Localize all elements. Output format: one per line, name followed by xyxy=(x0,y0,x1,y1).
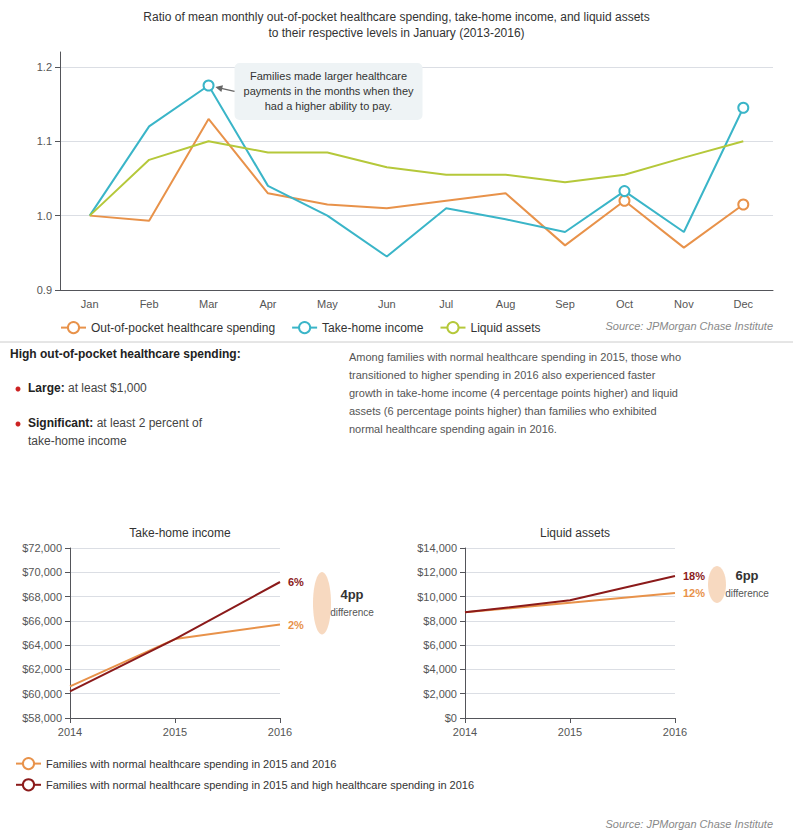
svg-text:Aug: Aug xyxy=(496,298,516,310)
svg-text:$68,000: $68,000 xyxy=(22,591,62,603)
svg-text:at least $1,000: at least $1,000 xyxy=(65,381,147,395)
svg-text:Jan: Jan xyxy=(81,298,99,310)
svg-text:$6,000: $6,000 xyxy=(423,639,457,651)
svg-text:6pp: 6pp xyxy=(735,568,758,583)
svg-text:Take-home income: Take-home income xyxy=(322,321,424,335)
svg-text:2015: 2015 xyxy=(558,726,582,738)
svg-text:0.9: 0.9 xyxy=(37,284,52,296)
svg-text:1.0: 1.0 xyxy=(37,210,52,222)
svg-text:Nov: Nov xyxy=(674,298,694,310)
svg-text:High out-of-pocket healthcare: High out-of-pocket healthcare spending: xyxy=(10,347,241,361)
svg-text:Sep: Sep xyxy=(555,298,575,310)
svg-text:$66,000: $66,000 xyxy=(22,615,62,627)
svg-text:Mar: Mar xyxy=(199,298,218,310)
svg-text:Out-of-pocket healthcare spend: Out-of-pocket healthcare spending xyxy=(91,321,275,335)
svg-text:Jun: Jun xyxy=(378,298,396,310)
svg-text:$0: $0 xyxy=(445,712,457,724)
svg-text:May: May xyxy=(317,298,338,310)
svg-text:Significant:: Significant: xyxy=(28,416,93,430)
svg-text:4pp: 4pp xyxy=(340,587,363,602)
svg-text:$8,000: $8,000 xyxy=(423,615,457,627)
svg-text:$4,000: $4,000 xyxy=(423,663,457,675)
svg-text:Feb: Feb xyxy=(140,298,159,310)
svg-text:difference: difference xyxy=(725,588,769,599)
svg-text:$14,000: $14,000 xyxy=(417,542,457,554)
svg-text:Source: JPMorgan Chase Institu: Source: JPMorgan Chase Institute xyxy=(605,818,773,830)
svg-text:Dec: Dec xyxy=(734,298,754,310)
svg-text:$58,000: $58,000 xyxy=(22,712,62,724)
svg-text:Liquid assets: Liquid assets xyxy=(470,321,540,335)
svg-text:1.1: 1.1 xyxy=(37,135,52,147)
svg-text:2014: 2014 xyxy=(453,726,477,738)
svg-text:1.2: 1.2 xyxy=(37,61,52,73)
svg-text:Families with normal healthcar: Families with normal healthcare spending… xyxy=(46,779,474,791)
svg-text:$64,000: $64,000 xyxy=(22,639,62,651)
svg-text:$10,000: $10,000 xyxy=(417,591,457,603)
svg-text:had a higher ability to pay.: had a higher ability to pay. xyxy=(265,100,393,112)
svg-text:Large:: Large: xyxy=(28,381,65,395)
svg-text:Ratio of mean monthly out-of-p: Ratio of mean monthly out-of-pocket heal… xyxy=(143,10,649,24)
svg-text:growth in take-home income (4: growth in take-home income (4 percentage… xyxy=(349,387,678,399)
svg-text:Jul: Jul xyxy=(439,298,453,310)
svg-text:difference: difference xyxy=(330,607,374,618)
svg-text:2016: 2016 xyxy=(663,726,687,738)
svg-text:Families with normal healthcar: Families with normal healthcare spending… xyxy=(46,758,336,770)
svg-text:$72,000: $72,000 xyxy=(22,542,62,554)
svg-text:Source: JPMorgan Chase Institu: Source: JPMorgan Chase Institute xyxy=(605,320,773,332)
svg-text:$62,000: $62,000 xyxy=(22,663,62,675)
svg-text:Apr: Apr xyxy=(259,298,276,310)
svg-text:Oct: Oct xyxy=(616,298,633,310)
svg-text:Families made larger healthcar: Families made larger healthcare xyxy=(250,70,407,82)
svg-text:12%: 12% xyxy=(683,587,705,599)
svg-text:take-home income: take-home income xyxy=(28,434,127,448)
svg-text:Take-home income: Take-home income xyxy=(129,526,231,540)
svg-text:18%: 18% xyxy=(683,570,705,582)
svg-text:normal healthcare spending aga: normal healthcare spending again in 2016… xyxy=(349,423,557,435)
svg-text:6%: 6% xyxy=(288,576,304,588)
svg-text:$12,000: $12,000 xyxy=(417,566,457,578)
svg-text:2015: 2015 xyxy=(163,726,187,738)
svg-text:Liquid assets: Liquid assets xyxy=(540,526,610,540)
svg-text:2014: 2014 xyxy=(58,726,82,738)
svg-text:2016: 2016 xyxy=(268,726,292,738)
svg-text:Among families with normal hea: Among families with normal healthcare sp… xyxy=(349,351,681,363)
svg-text:$70,000: $70,000 xyxy=(22,566,62,578)
svg-text:assets (6 percentage points hi: assets (6 percentage points higher) than… xyxy=(349,405,657,417)
svg-text:2%: 2% xyxy=(288,619,304,631)
svg-text:$60,000: $60,000 xyxy=(22,688,62,700)
svg-text:payments in the months when th: payments in the months when they xyxy=(244,85,414,97)
svg-text:to their respective levels in: to their respective levels in January (2… xyxy=(268,26,524,40)
svg-text:transitioned to higher spendin: transitioned to higher spending in 2016 … xyxy=(349,369,656,381)
svg-text:at least 2 percent of: at least 2 percent of xyxy=(93,416,202,430)
svg-text:$2,000: $2,000 xyxy=(423,688,457,700)
